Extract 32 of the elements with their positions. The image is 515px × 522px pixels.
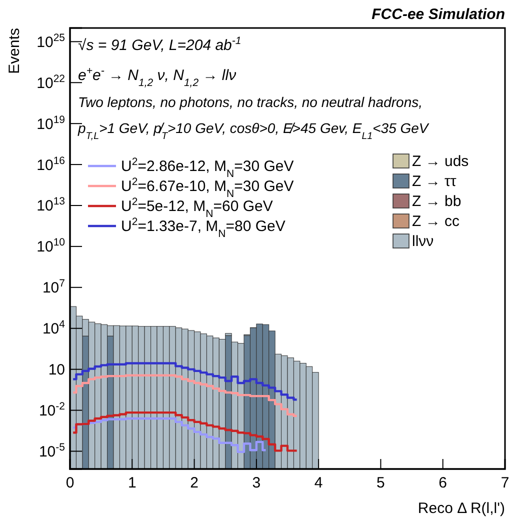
y-tick-label: 10$^{22}$ <box>36 72 66 92</box>
y-tick-label: 10$^{13}$ <box>36 196 66 215</box>
text: e$^{+}$e$^{-}$ → N$_{1,2}$ ν, N$_{1,2}$ → llν <box>78 65 236 89</box>
y-tick-label: 10$^{16}$ <box>36 154 66 174</box>
y-tick-label: 10$^{-5}$ <box>38 441 66 460</box>
y-tick-label: 10$^{19}$ <box>36 114 66 133</box>
legend-label: Z → bb <box>412 193 462 210</box>
y-tick-label: 10$^{4}$ <box>42 318 66 338</box>
x-tick-label: 1 <box>128 474 136 492</box>
x-tick-label: 4 <box>314 474 323 492</box>
legend-label: U$^{2}$=1.33e-7, M$_{N}$=80 GeV <box>121 216 286 240</box>
y-tick-label: 10$^{7}$ <box>42 278 66 297</box>
x-tick-label: 2 <box>190 474 198 492</box>
chart-title: FCC-ee Simulation <box>372 6 505 23</box>
y-axis-title: Events <box>6 28 23 74</box>
y-tick-label: 10 <box>48 362 65 379</box>
x-tick-label: 5 <box>376 474 385 492</box>
y-tick-label: 10$^{25}$ <box>36 32 66 51</box>
x-tick-label: 3 <box>252 474 261 492</box>
annotation: p$_{T,L}$>1 GeV, p̸$_{T}$>10 GeV, cosθ>0, E̸>45 Gev, E$_{L1}$<35 GeV <box>77 120 430 142</box>
annotation: √s = 91 GeV, L=204 ab$^{-1}$ <box>78 35 242 54</box>
legend-label: Z → ττ <box>412 173 456 190</box>
annotation: Two leptons, no photons, no tracks, no neutral hadrons, <box>78 94 423 110</box>
legend-label: Z → uds <box>412 153 469 170</box>
legend-label: llνν <box>412 233 434 250</box>
x-axis-title: Reco Δ R(l,l') <box>418 500 505 517</box>
x-tick-label: 0 <box>66 474 74 492</box>
x-tick-label: 6 <box>438 474 448 492</box>
x-tick-label: 7 <box>500 474 510 492</box>
legend-label: Z → cc <box>412 213 460 230</box>
y-tick-label: 10$^{-2}$ <box>38 400 66 420</box>
y-tick-label: 10$^{10}$ <box>36 236 66 256</box>
